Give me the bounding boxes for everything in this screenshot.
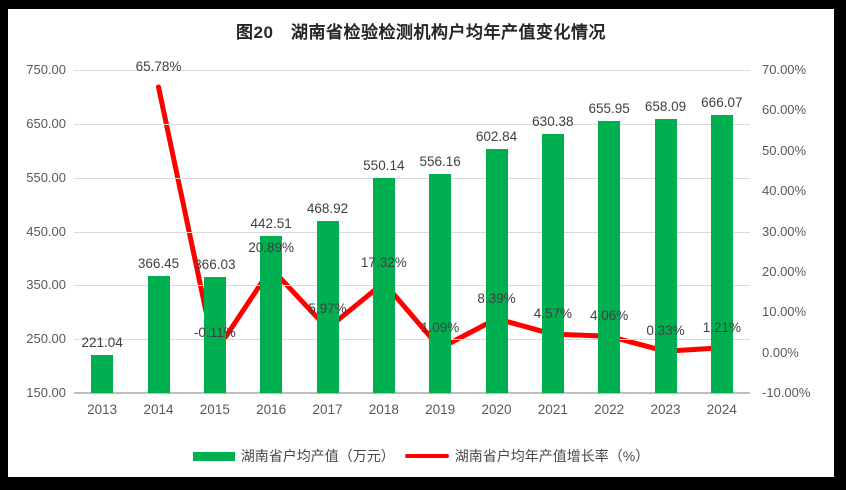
x-axis-tick-label: 2021 bbox=[537, 402, 568, 417]
y-axis-left-tick-label: 450.00 bbox=[26, 223, 66, 239]
bar-2014 bbox=[147, 276, 170, 393]
line-value-label: 0.33% bbox=[646, 323, 685, 339]
line-value-label: 4.06% bbox=[590, 308, 629, 324]
y-axis-right-tick-label: 50.00% bbox=[762, 142, 807, 158]
y-axis-right-tick-label: -10.00% bbox=[762, 385, 811, 400]
x-axis-tick-label: 2020 bbox=[481, 402, 512, 417]
y-axis-right-tick-label: 40.00% bbox=[762, 183, 807, 199]
bar-value-label: 366.45 bbox=[137, 256, 180, 272]
x-axis-tick-label: 2023 bbox=[650, 402, 681, 417]
line-value-label: 1.09% bbox=[421, 320, 460, 336]
line-value-label: 8.39% bbox=[477, 290, 516, 306]
gridline bbox=[74, 339, 750, 341]
x-axis-tick-label: 2024 bbox=[706, 402, 737, 417]
y-axis-right-tick-label: 0.00% bbox=[762, 344, 799, 360]
bar-2023 bbox=[654, 119, 677, 393]
bar-2017 bbox=[316, 221, 339, 393]
x-axis-tick-label: 2013 bbox=[87, 402, 118, 417]
bar-value-label: 666.07 bbox=[701, 95, 743, 111]
x-axis-tick-label: 2017 bbox=[312, 402, 343, 417]
bar-2015 bbox=[203, 276, 226, 393]
bar-2024 bbox=[710, 115, 733, 393]
y-axis-right-tick-label: 30.00% bbox=[762, 223, 807, 239]
x-axis-tick-label: 2014 bbox=[143, 402, 174, 417]
y-axis-left-tick-label: 350.00 bbox=[26, 277, 66, 293]
line-series-swatch-icon bbox=[404, 454, 449, 458]
chart-canvas: 图20 湖南省检验检测机构户均年产值变化情况 湖南省户均产值（万元） 湖南省户均… bbox=[8, 9, 834, 477]
bar-2020 bbox=[485, 149, 508, 393]
x-axis-tick-label: 2022 bbox=[594, 402, 625, 417]
x-axis-tick-label: 2016 bbox=[256, 402, 287, 417]
line-value-label: 17.32% bbox=[360, 254, 407, 270]
bar-value-label: 655.95 bbox=[588, 100, 630, 116]
bar-value-label: 658.09 bbox=[644, 99, 687, 115]
line-value-label: 65.78% bbox=[135, 59, 182, 75]
x-axis-tick-label: 2015 bbox=[199, 402, 230, 417]
bar-value-label: 468.92 bbox=[306, 201, 349, 217]
bar-series-swatch-icon bbox=[192, 451, 235, 461]
y-axis-right-tick-label: 10.00% bbox=[762, 304, 807, 320]
legend-item-bar-series: 湖南省户均产值（万元） bbox=[192, 446, 395, 466]
gridline bbox=[74, 177, 750, 179]
x-axis-line bbox=[74, 392, 750, 394]
y-axis-left-tick-label: 550.00 bbox=[26, 169, 66, 185]
legend-line-series-label: 湖南省户均年产值增长率（%） bbox=[454, 448, 650, 464]
y-axis-left-tick-label: 150.00 bbox=[26, 385, 66, 400]
bar-value-label: 442.51 bbox=[250, 215, 292, 231]
line-value-label: 20.89% bbox=[248, 240, 295, 256]
y-axis-left-tick-label: 250.00 bbox=[26, 331, 66, 347]
line-value-label: -0.11% bbox=[193, 325, 236, 341]
bar-value-label: 602.84 bbox=[475, 129, 518, 145]
bar-2022 bbox=[598, 120, 621, 393]
bar-2013 bbox=[91, 354, 114, 393]
y-axis-left-tick-label: 750.00 bbox=[26, 62, 66, 77]
y-axis-left-tick-label: 650.00 bbox=[26, 115, 66, 131]
gridline bbox=[74, 231, 750, 233]
line-value-label: 1.21% bbox=[702, 319, 741, 335]
gridline bbox=[74, 123, 750, 125]
line-value-label: 4.57% bbox=[533, 306, 572, 322]
y-axis-right-tick-label: 20.00% bbox=[762, 263, 807, 279]
bar-2016 bbox=[260, 235, 283, 393]
bar-value-label: 550.14 bbox=[363, 157, 405, 173]
bar-value-label: 366.03 bbox=[194, 256, 236, 272]
y-axis-right-tick-label: 60.00% bbox=[762, 102, 807, 118]
x-axis-tick-label: 2019 bbox=[425, 402, 456, 417]
bar-value-label: 630.38 bbox=[532, 114, 574, 130]
legend-bar-series-label: 湖南省户均产值（万元） bbox=[240, 448, 395, 464]
gridline bbox=[74, 70, 750, 71]
y-axis-right-tick-label: 70.00% bbox=[762, 62, 807, 77]
legend-item-line-series: 湖南省户均年产值增长率（%） bbox=[404, 446, 650, 466]
gridline bbox=[74, 285, 750, 287]
bar-value-label: 221.04 bbox=[81, 334, 123, 350]
bar-value-label: 556.16 bbox=[419, 154, 461, 170]
x-axis-tick-label: 2018 bbox=[368, 402, 399, 417]
bar-2018 bbox=[372, 177, 395, 393]
legend: 湖南省户均产值（万元） 湖南省户均年产值增长率（%） bbox=[8, 446, 834, 466]
bar-2019 bbox=[429, 174, 452, 393]
bar-2021 bbox=[541, 134, 564, 393]
line-value-label: 5.97% bbox=[308, 300, 347, 316]
chart-title: 图20 湖南省检验检测机构户均年产值变化情况 bbox=[236, 23, 606, 42]
